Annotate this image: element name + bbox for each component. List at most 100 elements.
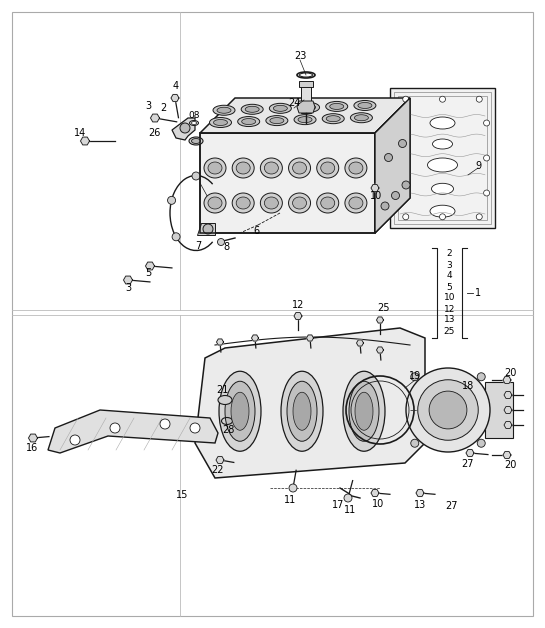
Ellipse shape [293,392,311,430]
Circle shape [483,120,489,126]
Ellipse shape [350,113,372,122]
Text: 1: 1 [475,288,481,298]
Ellipse shape [287,381,317,441]
Text: 25: 25 [377,303,389,313]
Ellipse shape [298,102,319,112]
Ellipse shape [241,119,256,124]
Text: 11: 11 [344,505,356,515]
Ellipse shape [236,162,250,174]
Polygon shape [294,313,302,320]
Text: 17: 17 [332,500,344,510]
Ellipse shape [264,197,278,209]
Ellipse shape [430,117,455,129]
Polygon shape [503,377,511,384]
Ellipse shape [430,205,455,217]
Polygon shape [356,340,364,346]
Ellipse shape [320,162,335,174]
Ellipse shape [345,158,367,178]
Polygon shape [146,262,154,270]
Ellipse shape [264,162,278,174]
Text: 10: 10 [370,191,382,201]
Ellipse shape [209,117,232,127]
Text: 10: 10 [372,499,384,509]
Bar [301,85,311,113]
Polygon shape [28,434,38,442]
Ellipse shape [288,193,311,213]
Text: 2: 2 [160,103,166,113]
Ellipse shape [293,197,306,209]
Text: 27: 27 [461,459,473,469]
Ellipse shape [214,119,227,126]
Circle shape [167,197,175,204]
Polygon shape [150,114,160,122]
Circle shape [217,239,225,246]
Ellipse shape [354,100,376,111]
Ellipse shape [190,121,198,126]
Polygon shape [216,457,224,463]
Polygon shape [375,98,410,233]
Polygon shape [503,452,511,458]
Polygon shape [416,490,424,497]
Polygon shape [371,185,379,192]
Polygon shape [371,490,379,497]
Text: 12: 12 [444,305,455,313]
Circle shape [411,373,419,381]
Ellipse shape [241,104,263,114]
Ellipse shape [281,371,323,452]
Ellipse shape [326,102,348,111]
Text: 23: 23 [294,51,306,61]
Ellipse shape [349,162,363,174]
Ellipse shape [189,137,203,145]
Polygon shape [297,101,315,113]
Ellipse shape [245,106,259,112]
Ellipse shape [269,104,292,113]
Ellipse shape [298,117,312,122]
Text: 7: 7 [195,241,201,251]
Circle shape [411,439,419,447]
Circle shape [160,419,170,429]
Polygon shape [377,347,384,353]
Polygon shape [504,421,512,428]
Ellipse shape [236,197,250,209]
Ellipse shape [261,158,282,178]
Bar [394,92,491,224]
Bar [299,81,313,87]
Ellipse shape [238,117,259,127]
Ellipse shape [213,106,235,116]
Ellipse shape [191,121,197,124]
Circle shape [403,96,409,102]
Circle shape [402,181,410,189]
Ellipse shape [232,193,254,213]
Text: 13: 13 [444,315,455,325]
Circle shape [476,96,482,102]
Circle shape [396,120,402,126]
Text: 14: 14 [74,128,86,138]
Text: 26: 26 [148,128,160,138]
Text: 10: 10 [444,293,455,303]
Circle shape [192,172,200,180]
Text: 8: 8 [223,242,229,252]
Ellipse shape [208,197,222,209]
Text: 4: 4 [173,81,179,91]
Circle shape [344,494,352,502]
Ellipse shape [317,193,339,213]
Ellipse shape [330,104,344,109]
Text: 24: 24 [288,98,300,108]
Text: 27: 27 [446,501,458,511]
Text: 19: 19 [409,371,421,381]
Ellipse shape [427,158,457,172]
Polygon shape [200,98,410,133]
Ellipse shape [317,158,339,178]
Ellipse shape [433,139,452,149]
Polygon shape [466,450,474,457]
Polygon shape [504,406,512,413]
Polygon shape [197,223,215,235]
Polygon shape [195,328,425,478]
Polygon shape [251,335,258,341]
Ellipse shape [326,116,340,122]
Text: 6: 6 [253,226,259,236]
Circle shape [180,123,190,133]
Ellipse shape [354,115,368,121]
Ellipse shape [217,107,231,113]
Polygon shape [81,137,89,145]
